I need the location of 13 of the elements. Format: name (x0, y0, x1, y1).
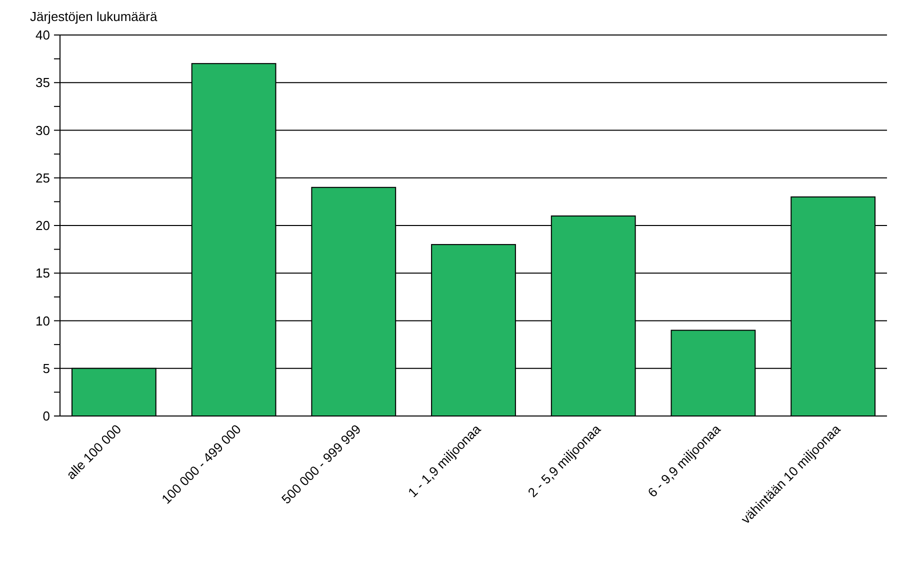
y-tick-label: 40 (36, 28, 50, 43)
y-tick-label: 35 (36, 75, 50, 90)
y-tick-label: 0 (42, 408, 50, 424)
x-tick-label: alle 100 000 (63, 422, 124, 482)
y-axis-title: Järjestöjen lukumäärä (30, 9, 158, 24)
x-tick-label: 100 000 - 499 000 (158, 422, 244, 507)
x-tick-label: 500 000 - 999 999 (278, 422, 364, 507)
y-tick-label: 5 (42, 360, 50, 376)
y-tick-label: 10 (36, 313, 50, 328)
y-tick-label: 30 (36, 122, 50, 138)
y-tick-label: 25 (36, 170, 50, 186)
y-tick-label: 20 (36, 218, 50, 234)
y-tick-label: 15 (36, 266, 50, 281)
